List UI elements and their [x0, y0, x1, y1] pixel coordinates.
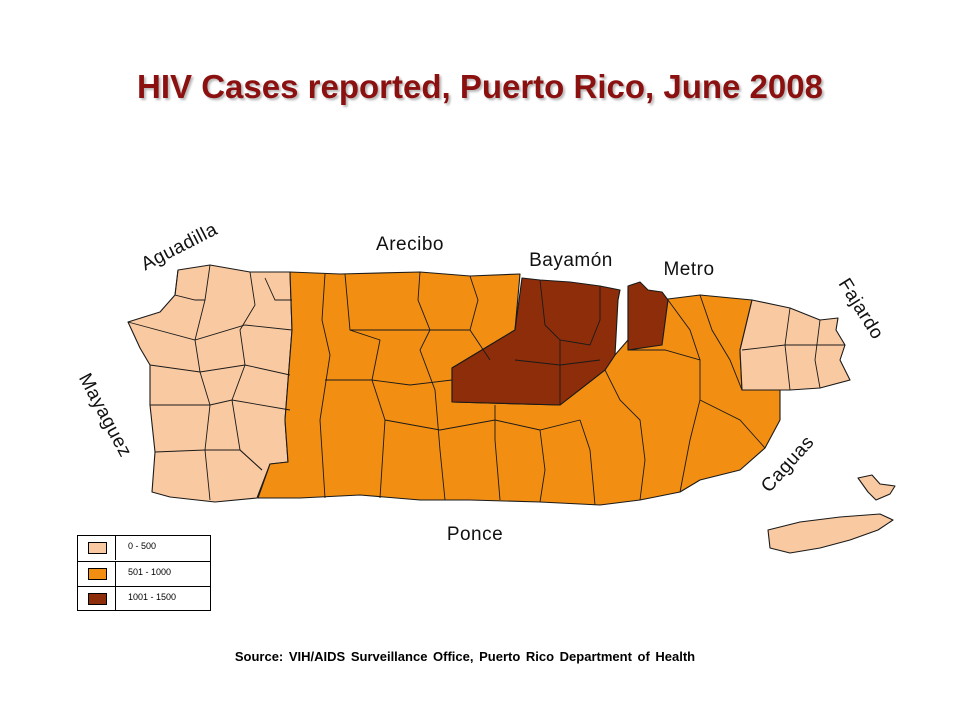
region-label-bayamon: Bayamón — [529, 250, 613, 271]
region-bayamon-fill[interactable] — [451, 277, 621, 406]
legend-label: 0 - 500 — [128, 541, 157, 551]
legend-row: 501 - 1000 — [78, 561, 210, 586]
legend-swatch — [88, 593, 107, 605]
region-label-mayaguez: Mayaguez — [74, 370, 136, 461]
legend-swatch — [88, 568, 107, 580]
region-metro-fill[interactable] — [627, 281, 669, 351]
legend-row: 1001 - 1500 — [78, 586, 210, 611]
legend-divider — [115, 536, 116, 560]
vieques-island[interactable] — [767, 513, 894, 554]
legend-divider — [115, 587, 116, 611]
page-title: HIV Cases reported, Puerto Rico, June 20… — [137, 68, 823, 105]
legend-swatch — [88, 542, 107, 554]
region-label-arecibo: Arecibo — [376, 234, 444, 255]
map-legend: 0 - 500 501 - 1000 1001 - 1500 — [77, 535, 211, 611]
legend-row: 0 - 500 — [78, 536, 210, 560]
region-label-ponce: Ponce — [447, 524, 503, 545]
region-label-fajardo: Fajardo — [834, 275, 888, 344]
region-west-fill[interactable] — [127, 264, 293, 503]
municipality-borders — [127, 264, 845, 506]
legend-label: 501 - 1000 — [128, 567, 172, 577]
legend-divider — [115, 562, 116, 586]
region-label-metro: Metro — [663, 259, 714, 280]
source-note: Source: VIH/AIDS Surveillance Office, Pu… — [234, 649, 696, 664]
culebra-island[interactable] — [857, 474, 896, 501]
legend-label: 1001 - 1500 — [128, 592, 177, 602]
